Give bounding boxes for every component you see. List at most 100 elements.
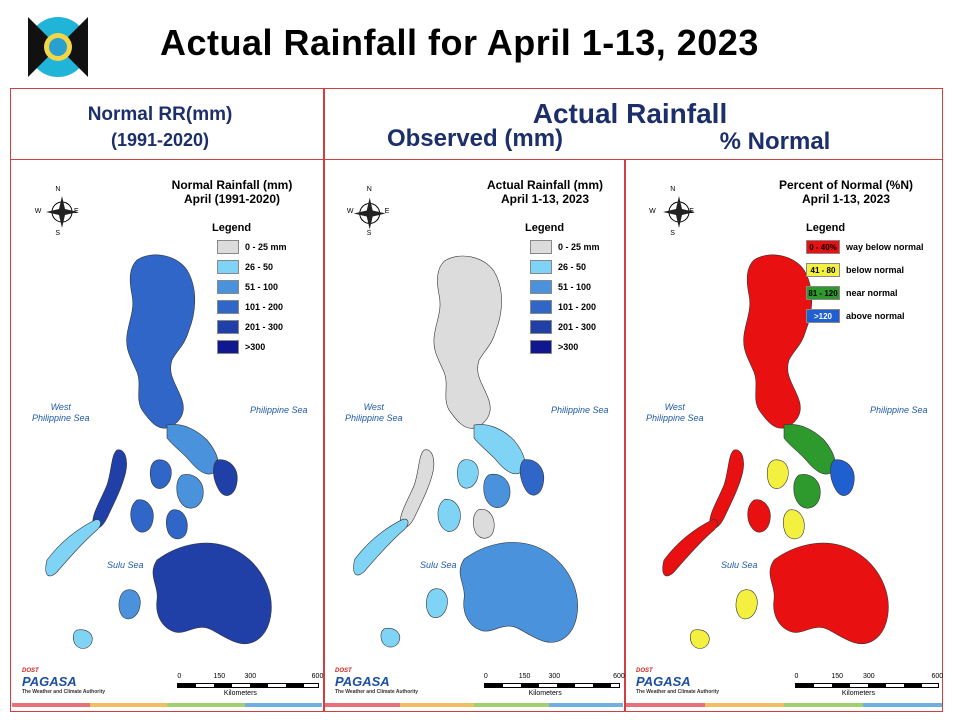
scale-tick-label: 600 [613,673,625,680]
brand-prefix: DOST [22,668,39,674]
pagasa-logo [20,14,96,80]
region-shape [130,499,154,533]
scale-tick-label: 600 [311,673,324,680]
region-shape [473,508,495,539]
legend-swatch [530,340,552,354]
footer-color-strip [784,703,863,707]
maps-frame [10,159,943,712]
region-shape [769,542,889,645]
region-shape [149,459,172,489]
compass-n: N [670,186,676,193]
region-shape [126,254,196,429]
sea-label-sulu-sea: Sulu Sea [721,560,758,570]
legend-item: 51 - 100 [530,280,591,294]
divider-2 [624,159,626,712]
pagasa-brand: DOST PAGASA The Weather and Climate Author… [22,668,105,695]
legend-item: >120 above normal [806,309,905,323]
scale-tick-label: 0 [483,673,488,680]
region-shape [92,449,127,529]
region-shape [353,518,409,576]
legend-item: 0 - 25 mm [217,240,287,254]
scale-tick-label: 300 [244,673,257,680]
legend-label: above normal [846,311,905,321]
sea-label-sulu-sea: Sulu Sea [107,560,144,570]
legend-item: >300 [217,340,265,354]
compass-w: W [34,208,42,215]
compass-w: W [346,208,354,215]
footer-color-strip [325,703,400,707]
legend-item: 26 - 50 [217,260,273,274]
philippines-map [353,197,578,648]
compass-e: E [689,208,694,215]
legend-title: Legend [806,222,846,234]
scale-tick-label: 600 [931,673,944,680]
compass-e: E [384,208,390,215]
scale-bar [177,683,319,688]
scale-bar [483,683,621,688]
scale-unit: Kilometers [841,690,875,697]
pagasa-brand: DOST PAGASA The Weather and Climate Author… [335,668,418,695]
scale-tick-label: 0 [177,673,182,680]
map-title-line1: Actual Rainfall (mm) [486,178,603,192]
legend-label: 101 - 200 [245,302,284,312]
region-shape [176,474,204,509]
legend-item: 41 - 80 below normal [806,263,904,277]
footer-color-strip [244,703,322,707]
sea-label-west-philippine-sea: West Philippine Sea [646,402,704,423]
map-title-line2: April (1991-2020) [183,192,281,206]
legend-swatch [217,340,239,354]
legend-item: 26 - 50 [530,260,586,274]
legend-label: 201 - 300 [558,322,597,332]
legend-label: 201 - 300 [245,322,284,332]
legend-label: near normal [846,288,898,298]
region-shape [426,588,448,618]
map-title: Normal Rainfall (mm) April (1991-2020) [162,178,302,206]
divider-1 [323,159,325,712]
region-shape [519,459,545,496]
legend-title: Legend [525,222,565,234]
scale-tick-label: 300 [863,673,875,680]
footer-color-strip [863,703,942,707]
scale-tick-label: 150 [213,673,226,680]
brand-prefix: DOST [335,668,352,674]
sea-label-west-philippine-sea: West Philippine Sea [32,402,90,423]
sea-label-philippine-sea: Philippine Sea [250,405,308,415]
region-shape [783,424,836,475]
footer-color-strip [12,703,90,707]
footer-color-strip [399,703,474,707]
legend-item: 0 - 25 mm [530,240,600,254]
header-percent-normal: % Normal [719,128,831,155]
region-shape [433,255,502,429]
legend-swatch: 81 - 120 [806,286,840,300]
legend-item: >300 [530,340,578,354]
scale-bar [794,683,939,688]
legend-label: >300 [558,342,579,352]
legend-label: way below normal [846,242,924,252]
region-shape [473,424,526,475]
region-shape [152,542,272,645]
legend-item: 0 - 40% way below normal [806,240,924,254]
legend-label: 101 - 200 [558,302,597,312]
region-shape [783,509,805,540]
region-shape [45,519,101,577]
legend-swatch [217,280,239,294]
brand-tagline: The Weather and Climate Authority [335,689,419,695]
legend-swatch [217,320,239,334]
legend-label: 0 - 25 mm [558,242,600,252]
map-title-line1: Percent of Normal (%N) [778,178,914,192]
legend-label: 26 - 50 [245,262,274,272]
brand-name: PAGASA [636,674,691,689]
region-shape [380,628,400,648]
legend-item: 101 - 200 [217,300,283,314]
compass-icon [46,196,78,228]
legend-item: 51 - 100 [217,280,278,294]
legend-label: 51 - 100 [245,282,279,292]
pagasa-brand: DOST PAGASA The Weather and Climate Author… [636,668,719,695]
legend-swatch: 41 - 80 [806,263,840,277]
map-panel-3: N S E W Percent of Normal (%N) April 1-13, 20… [626,160,944,710]
region-shape [399,449,435,529]
scale-unit: Kilometers [528,690,562,697]
footer-color-strip [705,703,784,707]
region-shape [689,629,710,649]
scale-tick-label: 0 [794,673,799,680]
